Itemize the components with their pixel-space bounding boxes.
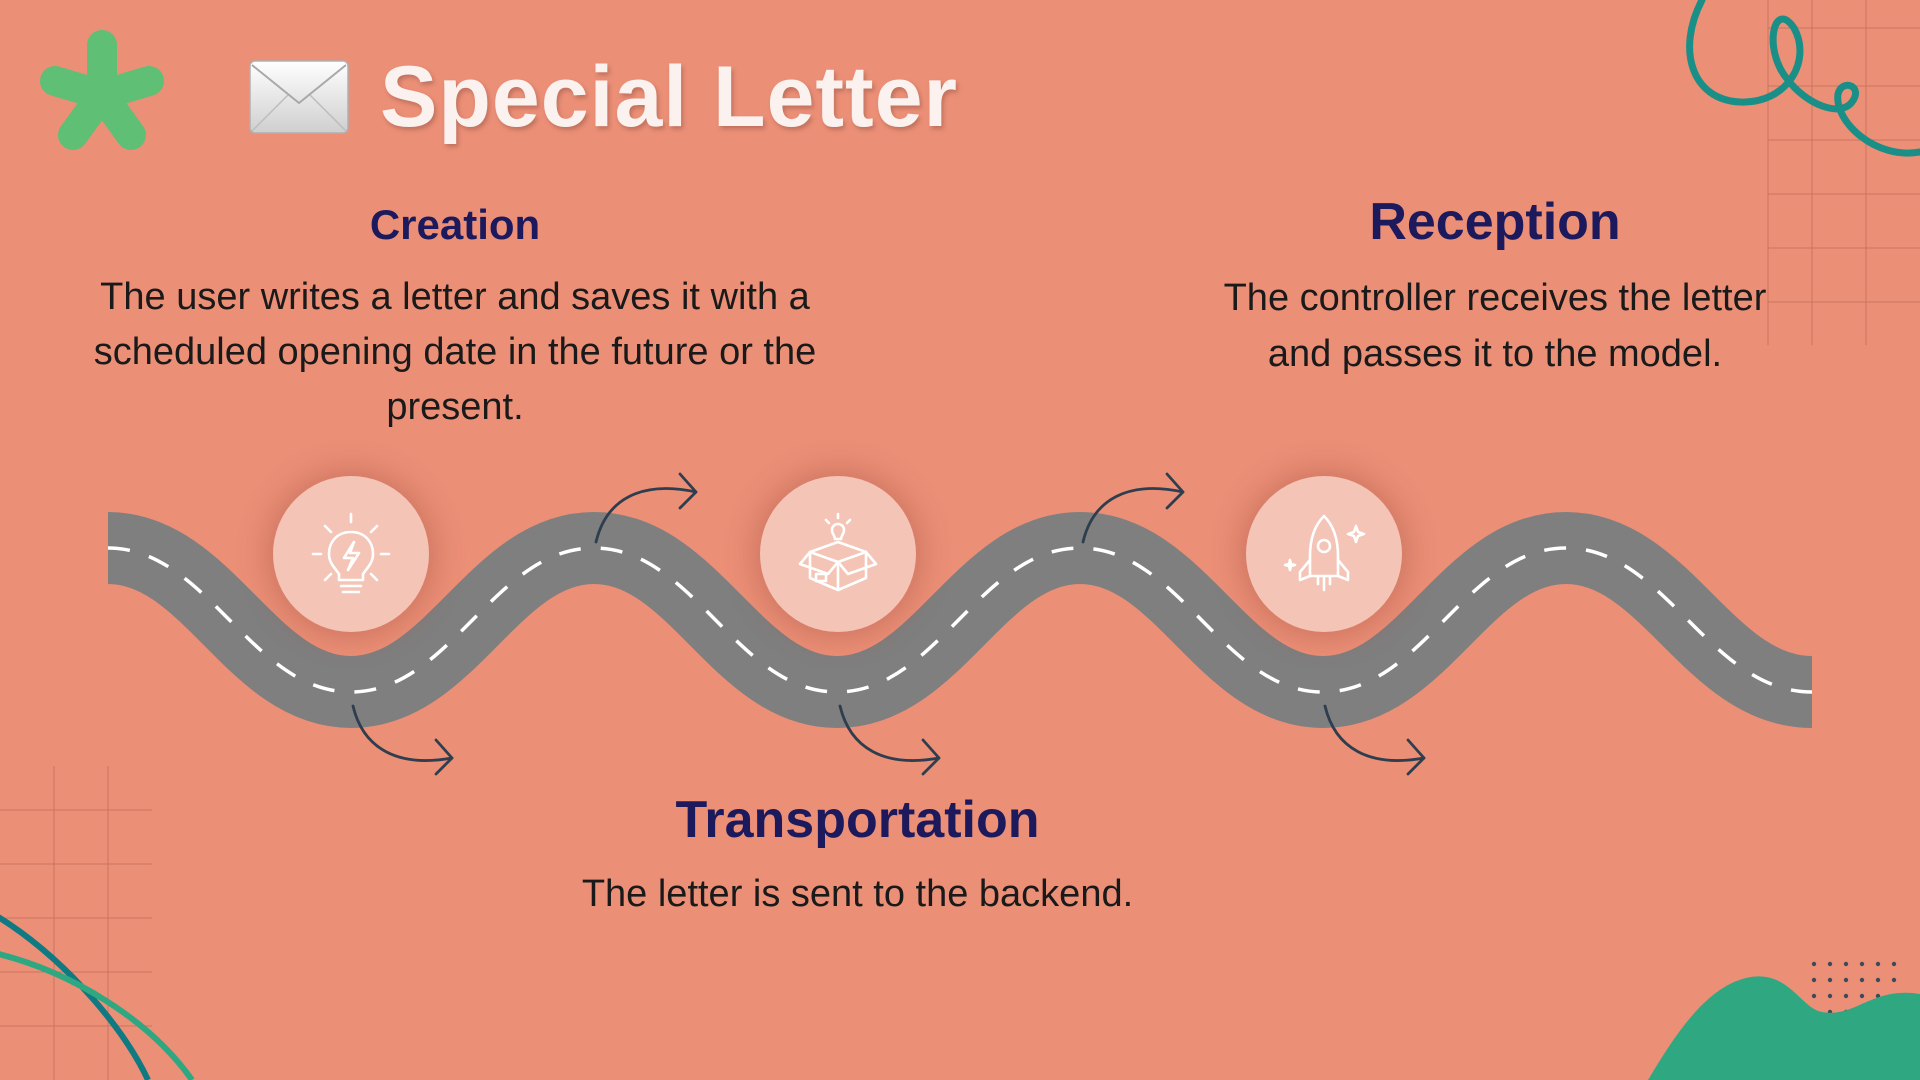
rocket-icon bbox=[1283, 514, 1366, 592]
curved-arrow-icon bbox=[1081, 472, 1185, 544]
stage-transportation: Transportation The letter is sent to the… bbox=[580, 788, 1135, 922]
road-lane-markings bbox=[107, 546, 1813, 694]
stage-icon-circle bbox=[1246, 476, 1402, 632]
stage-creation: Creation The user writes a letter and sa… bbox=[60, 200, 850, 435]
stage-icon-circle bbox=[760, 476, 916, 632]
stage-heading: Transportation bbox=[675, 791, 1040, 849]
teal-squiggle-decoration bbox=[1686, 0, 1920, 157]
envelope-icon bbox=[249, 60, 349, 134]
stage-description: The letter is sent to the backend. bbox=[581, 873, 1134, 915]
curved-arrow-icon bbox=[1323, 704, 1426, 776]
stage-description: The user writes a letter and saves it wi… bbox=[93, 276, 817, 428]
stage-reception: Reception The controller receives the le… bbox=[1215, 190, 1775, 382]
stage-icon-circle bbox=[273, 476, 429, 632]
package-icon bbox=[798, 512, 878, 592]
title-text: Special Letter bbox=[380, 48, 958, 145]
slide-title: Special Letter bbox=[248, 42, 958, 152]
stage-heading: Creation bbox=[369, 201, 541, 248]
stage-heading: Reception bbox=[1369, 193, 1621, 251]
curved-arrow-icon bbox=[594, 472, 698, 544]
grid-pattern-top-right bbox=[1767, 0, 1920, 345]
lightbulb-icon bbox=[311, 512, 391, 594]
grid-pattern-bottom-left bbox=[0, 766, 152, 1080]
teal-arc-decoration bbox=[0, 914, 151, 1080]
asterisk-icon bbox=[40, 30, 164, 150]
green-arc-decoration bbox=[0, 951, 195, 1080]
stage-description: The controller receives the letter and p… bbox=[1223, 277, 1767, 375]
green-blob-decoration bbox=[1648, 976, 1920, 1080]
curved-arrow-icon bbox=[838, 704, 941, 776]
curved-arrow-icon bbox=[351, 704, 454, 776]
